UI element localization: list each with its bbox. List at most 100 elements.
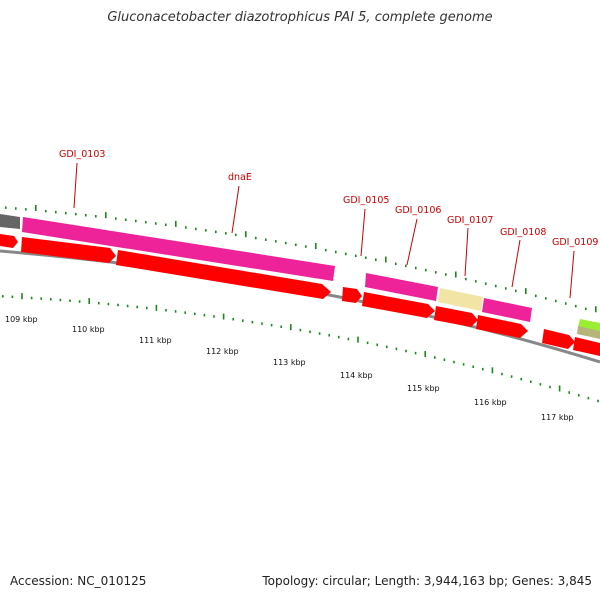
accession-text: Accession: NC_010125 [10,574,147,588]
leader-gdi-0108 [511,239,521,288]
tick-mark [335,250,337,254]
tick-mark [242,319,244,322]
gene-labels: GDI_0103 dnaE GDI_0105 GDI_0106 GDI_0107… [59,149,598,248]
tick-mark [578,394,580,397]
leader-dnae [231,185,240,234]
feature-gray-block[interactable] [0,214,20,229]
tick-mark [30,296,33,300]
tick-mark [315,243,317,250]
tick-mark [445,273,447,276]
tick-mark [295,243,297,247]
tick-mark [405,349,407,353]
feature-track-cds [0,234,600,356]
tick-mark [2,295,4,298]
tick-mark [472,365,474,368]
tick-mark [25,208,27,211]
tick-mark [318,332,321,335]
tick-mark [155,222,157,225]
scale-label-115-kbp: 115 kbp [407,384,440,393]
cds-arrow-gdi-0109[interactable] [542,329,575,349]
scale-label-113-kbp: 113 kbp [273,358,306,367]
tick-mark [265,238,267,241]
tick-mark [85,213,87,217]
tick-mark [455,271,457,278]
tick-mark [530,380,532,383]
cds-arrow-gdi-0105[interactable] [342,287,362,303]
tick-mark [462,363,465,366]
tick-mark [280,325,282,329]
tick-mark [145,220,147,224]
tick-mark [105,212,107,219]
feature-gdi-0109-category-olive[interactable] [577,326,600,339]
tick-mark [597,399,599,403]
tick-mark [495,284,497,288]
tick-mark [414,351,417,355]
tick-mark [136,305,138,309]
tick-mark [222,313,225,320]
tick-mark [255,236,257,240]
cds-arrow-gdi-0103[interactable] [21,237,116,263]
gene-label-gdi-0108[interactable]: GDI_0108 [500,227,546,238]
tick-mark [443,358,446,362]
gene-label-gdi-0109[interactable]: GDI_0109 [552,237,598,248]
tick-mark [15,207,17,210]
tick-mark [525,288,527,295]
tick-mark [328,334,330,337]
tick-mark [501,372,503,376]
tick-mark [135,219,137,223]
gene-label-gdi-0106[interactable]: GDI_0106 [395,205,441,216]
tick-mark [251,320,254,324]
tick-mark [213,315,215,318]
gene-label-gdi-0103[interactable]: GDI_0103 [59,149,105,160]
tick-mark [376,343,378,347]
tick-mark [115,217,117,220]
feature-gdi-0105-0106-category[interactable] [365,273,438,301]
cds-arrow-gdi-0106[interactable] [362,292,435,318]
cds-arrow[interactable] [0,234,18,248]
tick-mark [510,375,513,378]
tick-mark [290,324,292,331]
tick-mark [88,298,90,305]
tick-mark [565,302,567,305]
tick-mark [545,297,547,300]
gene-label-dnae[interactable]: dnaE [228,172,252,183]
tick-mark [515,289,517,293]
tick-mark [125,218,127,221]
tick-mark [235,233,237,237]
cds-arrow-gdi-0108[interactable] [476,315,528,338]
tick-mark [587,396,590,400]
tick-mark [549,385,551,389]
tick-mark [275,240,277,243]
tick-mark [435,271,437,274]
tick-mark [595,306,597,313]
cds-arrow-dnae[interactable] [116,250,331,299]
tick-mark [453,360,455,364]
feature-gdi-0103-dnae-category[interactable] [22,217,335,281]
feature-gdi-0107-category[interactable] [438,288,483,311]
tick-mark [555,299,557,303]
scale-label-109-kbp: 109 kbp [5,315,38,324]
tick-mark [395,347,398,351]
tick-mark [175,220,177,227]
tick-mark [395,262,397,266]
tick-mark [215,230,217,234]
cds-arrow-gdi-0107[interactable] [434,306,478,327]
leader-gdi-0107 [464,227,469,277]
tick-mark [434,356,436,359]
tick-mark [155,304,158,311]
feature-gdi-0108-category[interactable] [482,298,532,322]
tick-mark [194,312,196,316]
tick-mark [405,264,407,268]
gene-label-gdi-0107[interactable]: GDI_0107 [447,215,493,226]
gene-label-gdi-0105[interactable]: GDI_0105 [343,195,389,206]
tick-mark [261,322,263,325]
tick-mark [174,310,177,313]
tick-mark [475,280,477,283]
leader-gdi-0109 [569,250,575,299]
cds-arrow[interactable] [573,337,600,356]
tick-mark [568,391,570,394]
tick-mark [325,248,327,252]
scale-label-111-kbp: 111 kbp [139,336,172,345]
tick-mark [55,210,57,214]
